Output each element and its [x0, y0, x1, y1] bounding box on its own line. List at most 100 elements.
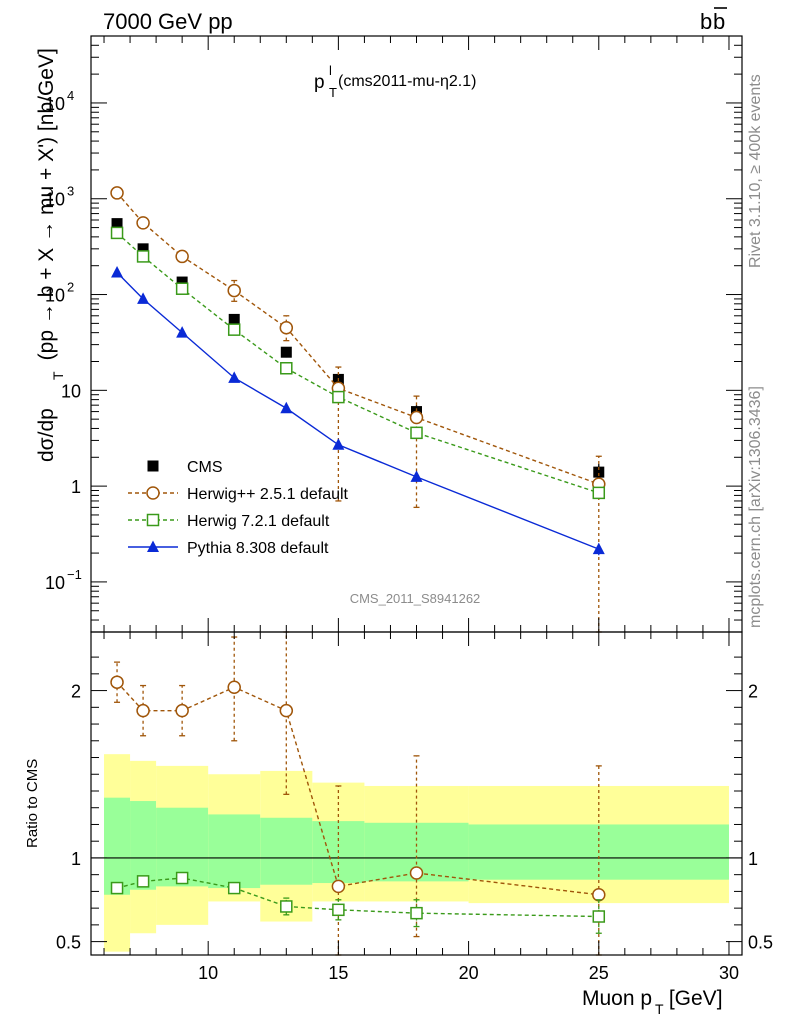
- main-point: [593, 466, 605, 478]
- main-point: [332, 438, 345, 450]
- legend-marker: [146, 513, 160, 527]
- main-point: [228, 313, 240, 325]
- main-point: [592, 486, 606, 500]
- main-series-2: [110, 226, 606, 500]
- ratio-y-axis-label: Ratio to CMS: [24, 759, 41, 848]
- ratio-point: [175, 871, 189, 885]
- main-point: [176, 276, 188, 288]
- svg-text:T: T: [329, 85, 337, 100]
- main-point: [227, 323, 241, 336]
- legend-entry: CMS: [147, 459, 223, 476]
- ratio-plot-series: [110, 631, 606, 956]
- ratio-point: [136, 875, 150, 888]
- x-tick-label: 15: [328, 963, 348, 983]
- y-tick-label: 1: [71, 477, 81, 497]
- x-tick-label: 10: [198, 963, 218, 983]
- ratio-point: [136, 703, 150, 718]
- legend-label: Herwig 7.2.1 default: [187, 513, 330, 530]
- y-tick-label: 10 4: [45, 88, 74, 114]
- ratio-band-inner: [260, 817, 313, 885]
- y-tick-label: 10: [61, 381, 81, 401]
- ratio-point: [110, 881, 124, 895]
- main-point: [137, 292, 150, 304]
- main-y-axis-label: dσ/dp T (pp → b + X → mu + X') [nb/GeV]: [35, 48, 66, 462]
- main-plot-title: p l T (cms2011-mu-η2.1): [314, 63, 476, 100]
- svg-text:(cms2011-mu-η2.1): (cms2011-mu-η2.1): [338, 73, 476, 90]
- header-left-label: 7000 GeV pp: [103, 9, 233, 34]
- ratio-band-inner: [130, 801, 157, 890]
- svg-text:10: 10: [45, 286, 65, 306]
- main-point: [332, 390, 345, 404]
- ratio-y-tick-label: 0.5: [56, 933, 81, 953]
- x-axis-label: Muon p T [GeV]: [582, 987, 723, 1017]
- analysis-watermark: CMS_2011_S8941262: [350, 591, 481, 606]
- ratio-band-inner: [208, 814, 261, 889]
- main-point: [280, 346, 292, 358]
- svg-text:l: l: [329, 63, 332, 78]
- ratio-y-tick-label-right: 2: [748, 682, 758, 702]
- ratio-point: [409, 866, 424, 880]
- ratio-series-1: [110, 871, 606, 934]
- svg-text:T: T: [50, 371, 66, 380]
- svg-text:10: 10: [45, 190, 65, 210]
- main-point: [136, 250, 150, 263]
- main-series-line: [116, 232, 599, 494]
- main-series-1: [110, 186, 606, 633]
- svg-text:p: p: [314, 72, 325, 93]
- main-point: [410, 426, 423, 440]
- svg-text:(pp → b + X → mu + X') [nb/GeV: (pp → b + X → mu + X') [nb/GeV]: [35, 48, 58, 372]
- ratio-point: [592, 888, 606, 902]
- ratio-y-tick-label-right: 0.5: [748, 933, 773, 953]
- main-point: [592, 542, 605, 555]
- svg-text:1: 1: [71, 477, 81, 497]
- main-point: [110, 226, 124, 240]
- main-point: [136, 216, 150, 230]
- main-series-line: [116, 192, 600, 485]
- svg-text:dσ/dp: dσ/dp: [35, 408, 58, 462]
- svg-text:b: b: [713, 9, 725, 34]
- y-tick-label: 10 3: [45, 184, 74, 210]
- ratio-point: [280, 900, 293, 913]
- header-right-label: b b: [700, 7, 727, 34]
- legend-label: CMS: [187, 459, 223, 476]
- legend-marker: [146, 486, 160, 500]
- ratio-point: [279, 703, 294, 718]
- ratio-y-tick-label: 1: [71, 849, 81, 869]
- y-tick-label: 10 2: [45, 280, 74, 306]
- legend-label: Herwig++ 2.5.1 default: [187, 486, 349, 503]
- x-tick-label: 30: [719, 963, 739, 983]
- main-point: [280, 401, 293, 414]
- svg-text:10: 10: [45, 94, 65, 114]
- ratio-point: [331, 879, 346, 894]
- main-series-line: [116, 271, 600, 550]
- main-point: [409, 410, 424, 425]
- legend-entry: Pythia 8.308 default: [128, 540, 329, 557]
- main-point: [410, 470, 423, 482]
- legend-entry: Herwig++ 2.5.1 default: [128, 486, 349, 503]
- legend: CMS Herwig++ 2.5.1 default Herwig 7.2.1 de…: [128, 459, 349, 557]
- main-point: [280, 362, 293, 375]
- svg-text:T: T: [655, 1001, 664, 1017]
- ratio-band-inner: [104, 797, 131, 895]
- main-point: [279, 321, 294, 335]
- x-tick-label: 25: [589, 963, 609, 983]
- svg-text:3: 3: [67, 184, 74, 199]
- main-point: [111, 218, 123, 230]
- svg-text:Muon p: Muon p: [582, 987, 652, 1010]
- legend-entry: Herwig 7.2.1 default: [128, 513, 330, 530]
- y-tick-label: 10 −1: [45, 567, 82, 593]
- legend-marker: [147, 540, 159, 552]
- svg-text:[GeV]: [GeV]: [663, 987, 723, 1010]
- svg-text:b: b: [700, 9, 712, 34]
- main-point: [111, 265, 124, 278]
- svg-text:2: 2: [67, 280, 74, 295]
- legend-label: Pythia 8.308 default: [187, 540, 329, 557]
- main-point: [176, 326, 189, 338]
- main-point: [137, 243, 149, 255]
- ratio-point: [592, 910, 606, 923]
- ratio-uncertainty-bands: [104, 754, 729, 952]
- main-series-3: [111, 265, 605, 556]
- ratio-point: [410, 906, 423, 920]
